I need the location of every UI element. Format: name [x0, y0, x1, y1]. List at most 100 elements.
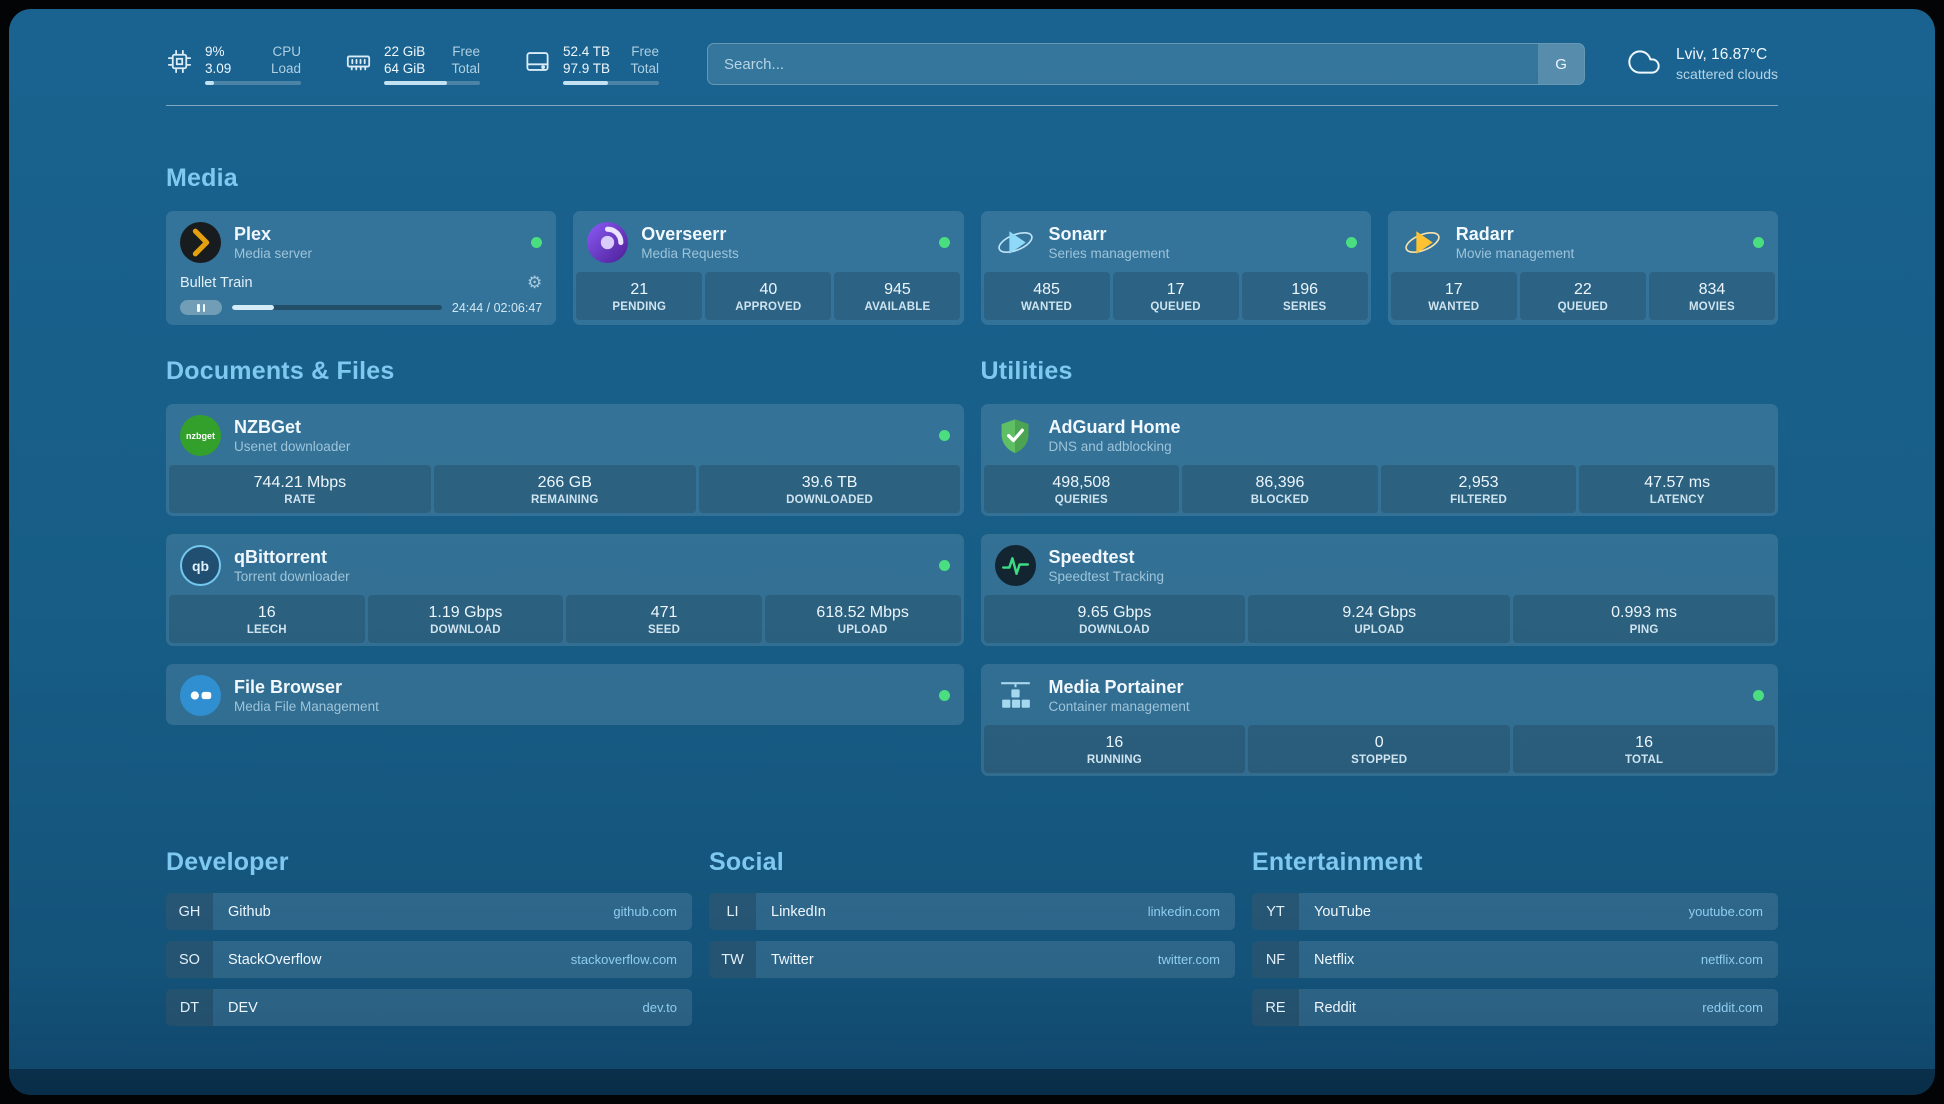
now-playing-title: Bullet Train	[180, 274, 253, 291]
bookmark-url: github.com	[613, 904, 677, 919]
disk-free-value: 52.4 TB	[563, 44, 611, 59]
section-media: Media Plex Media server	[166, 164, 1778, 325]
bookmark-abbr: LI	[709, 893, 756, 930]
footer-band	[9, 1069, 1935, 1095]
service-card-plex[interactable]: Plex Media server Bullet Train ⚙	[166, 211, 557, 325]
bookmark-dev[interactable]: DT DEV dev.to	[166, 989, 692, 1026]
bookmark-twitter[interactable]: TW Twitter twitter.com	[709, 941, 1235, 978]
stat-tile: 9.24 Gbps UPLOAD	[1248, 595, 1511, 643]
cloud-icon	[1625, 46, 1663, 83]
service-description: Torrent downloader	[234, 569, 350, 584]
stat-tile: 834 MOVIES	[1648, 272, 1775, 320]
stat-tile: 744.21 Mbps RATE	[169, 465, 431, 513]
bookmark-netflix[interactable]: NF Netflix netflix.com	[1252, 941, 1778, 978]
service-name: Speedtest	[1048, 547, 1135, 567]
status-dot	[938, 560, 950, 571]
bookmark-name: StackOverflow	[228, 951, 322, 968]
search-bar: G	[707, 43, 1586, 85]
stat-tile: 945 AVAILABLE	[834, 272, 961, 320]
bookmark-github[interactable]: GH Github github.com	[166, 893, 692, 930]
service-card-adguard[interactable]: AdGuard Home DNS and adblocking 498,508 Q…	[980, 404, 1778, 516]
stat-tile: 16 LEECH	[169, 595, 365, 643]
bookmark-abbr: DT	[166, 989, 213, 1026]
playback-progress-track[interactable]	[232, 305, 442, 310]
stat-tile: 17 WANTED	[1390, 272, 1517, 320]
memory-free-value: 22 GiB	[384, 44, 426, 59]
stat-tile: 9.65 Gbps DOWNLOAD	[983, 595, 1246, 643]
service-card-sonarr[interactable]: Sonarr Series management 485 WANTED 17 QUE…	[980, 211, 1371, 325]
weather-condition: scattered clouds	[1676, 66, 1778, 82]
service-name: Media Portainer	[1048, 677, 1184, 697]
bookmark-stackoverflow[interactable]: SO StackOverflow stackoverflow.com	[166, 941, 692, 978]
service-card-portainer[interactable]: Media Portainer Container management 16 R…	[980, 664, 1778, 776]
service-card-qbittorrent[interactable]: qb qBittorrent Torrent downloader 16 LEEC…	[166, 534, 964, 646]
gear-icon[interactable]: ⚙	[527, 273, 543, 292]
bookmark-name: LinkedIn	[771, 903, 826, 920]
service-card-filebrowser[interactable]: File Browser Media File Management	[166, 664, 964, 725]
speedtest-icon	[994, 545, 1036, 586]
bookmark-abbr: TW	[709, 941, 756, 978]
bookmark-reddit[interactable]: RE Reddit reddit.com	[1252, 989, 1778, 1026]
stat-tile: 485 WANTED	[983, 272, 1110, 320]
bookmark-url: stackoverflow.com	[570, 952, 677, 967]
stat-tile: 17 QUEUED	[1112, 272, 1239, 320]
cpu-usage-label: CPU	[272, 44, 301, 59]
nzbget-icon: nzbget	[180, 415, 221, 456]
status-dot	[938, 430, 950, 441]
service-card-nzbget[interactable]: nzbget NZBGet Usenet downloader 744.21 M…	[166, 404, 964, 516]
stat-tile: 47.57 ms LATENCY	[1579, 465, 1775, 513]
radarr-icon	[1402, 222, 1443, 263]
service-description: DNS and adblocking	[1048, 439, 1172, 454]
bookmark-linkedin[interactable]: LI LinkedIn linkedin.com	[709, 893, 1235, 930]
section-title-social: Social	[709, 848, 784, 876]
service-description: Series management	[1048, 246, 1170, 261]
service-name: qBittorrent	[234, 547, 327, 567]
service-description: Usenet downloader	[234, 439, 351, 454]
stat-tile: 2,953 FILTERED	[1380, 465, 1577, 513]
stat-tile: 21 PENDING	[576, 272, 703, 320]
bookmark-abbr: GH	[166, 893, 213, 930]
memory-progress-track	[384, 81, 480, 85]
stat-tile: 16 TOTAL	[1513, 725, 1775, 773]
status-dot	[1345, 237, 1357, 248]
disk-progress-fill	[563, 81, 609, 85]
plex-icon	[180, 222, 221, 263]
status-dot	[531, 237, 543, 248]
bookmark-group-entertainment: Entertainment YT YouTube youtube.com NF …	[1252, 848, 1778, 1026]
memory-free-label: Free	[452, 44, 480, 59]
stat-tile: 498,508 QUERIES	[983, 465, 1180, 513]
bookmark-url: twitter.com	[1157, 952, 1220, 967]
playback-progress-fill	[232, 305, 274, 310]
bookmark-url: dev.to	[642, 1000, 677, 1015]
playback-time: 24:44 / 02:06:47	[451, 300, 543, 315]
sonarr-icon	[995, 222, 1036, 263]
search-input[interactable]	[707, 43, 1586, 85]
bookmark-abbr: YT	[1252, 893, 1299, 930]
filebrowser-icon	[180, 675, 221, 716]
service-card-radarr[interactable]: Radarr Movie management 17 WANTED 22 QUEUE…	[1387, 211, 1778, 325]
stat-tile: 22 QUEUED	[1519, 272, 1646, 320]
service-card-overseerr[interactable]: Overseerr Media Requests 21 PENDING 40 APP…	[573, 211, 964, 325]
search-provider-button[interactable]: G	[1538, 44, 1585, 84]
cpu-usage-value: 9%	[205, 44, 225, 59]
weather-location: Lviv, 16.87°C	[1676, 46, 1768, 63]
disk-free-label: Free	[631, 44, 659, 59]
service-name: NZBGet	[234, 417, 301, 437]
service-name: Sonarr	[1048, 224, 1107, 244]
stat-tile: 618.52 Mbps UPLOAD	[764, 595, 961, 643]
section-documents: Documents & Files nzbget NZBGet Usenet d…	[166, 357, 964, 776]
weather-widget: Lviv, 16.87°C scattered clouds	[1625, 46, 1778, 83]
bookmark-youtube[interactable]: YT YouTube youtube.com	[1252, 893, 1778, 930]
pause-button[interactable]	[180, 300, 222, 315]
service-name: Overseerr	[641, 224, 727, 244]
cpu-load-label: Load	[270, 61, 301, 76]
section-title-documents: Documents & Files	[166, 357, 395, 385]
bookmark-name: Twitter	[771, 951, 814, 968]
bookmark-group-developer: Developer GH Github github.com SO StackO…	[166, 848, 692, 1026]
plex-now-playing: Bullet Train ⚙ 24:44 / 02:06:47	[166, 272, 556, 325]
section-title-media: Media	[166, 164, 238, 192]
service-card-speedtest[interactable]: Speedtest Speedtest Tracking 9.65 Gbps DO…	[980, 534, 1778, 646]
service-description: Movie management	[1455, 246, 1575, 261]
stat-tile: 16 RUNNING	[983, 725, 1246, 773]
status-dot	[1753, 237, 1764, 248]
